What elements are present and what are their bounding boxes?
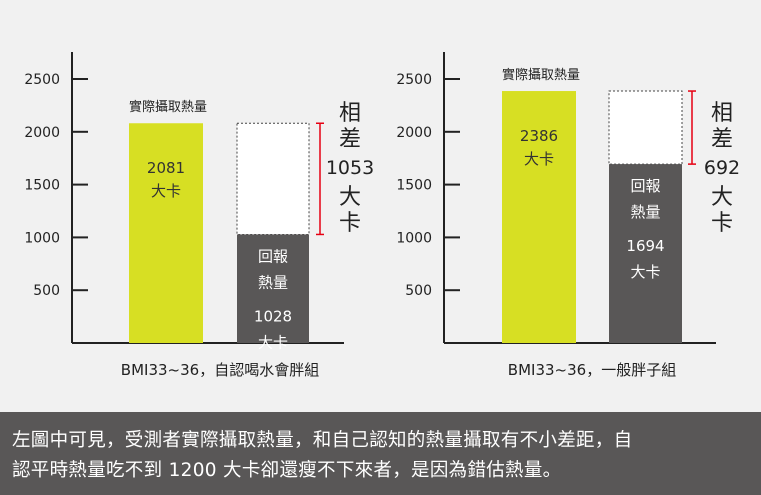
chart-2-bar-top-label: 實際攝取熱量 — [502, 67, 580, 83]
chart-1-y-tick-label: 500 — [33, 283, 60, 299]
chart-2-diff-char: 卡 — [711, 211, 733, 236]
chart-1-diff-char: 卡 — [339, 211, 361, 236]
caption-line-1: 左圖中可見，受測者實際攝取熱量，和自己認知的熱量攝取有不小差距，自 — [12, 430, 633, 451]
chart-2-y-tick-label: 2000 — [396, 125, 432, 141]
chart-2-bar-data-label: 1694 — [626, 237, 664, 255]
chart-2-bar-data-label: 2386 — [520, 127, 558, 145]
chart-2-y-tick-label: 2500 — [396, 72, 432, 88]
chart-2-bar-data-label: 大卡 — [524, 150, 554, 168]
chart-1-bar-data-label: 1028 — [254, 307, 292, 325]
chart-1-y-tick-label: 1500 — [24, 178, 60, 194]
chart-2-bar-2 — [609, 164, 682, 343]
chart-2-y-tick-label: 1000 — [396, 230, 432, 246]
chart-2-claimed-outline — [608, 90, 683, 165]
chart-2-bar-1 — [502, 91, 576, 344]
caption-panel: 左圖中可見，受測者實際攝取熱量，和自己認知的熱量攝取有不小差距，自 認平時熱量吃… — [0, 412, 761, 495]
chart-1-bar-data-label: 熱量 — [258, 273, 288, 291]
chart-area: 5001000150020002500實際攝取熱量2081大卡回報熱量1028大… — [24, 52, 740, 379]
caption-line-2: 認平時熱量吃不到 1200 大卡卻還瘦不下來者，是因為錯估熱量。 — [12, 460, 562, 481]
chart-1-diff-value: 1053 — [326, 157, 374, 179]
chart-1-bar-1 — [129, 123, 203, 343]
chart-2-diff-char: 相 — [711, 101, 733, 126]
chart-1-bar-data-label: 大卡 — [258, 333, 288, 351]
chart-2-diff-char: 大 — [711, 185, 733, 210]
chart-1-bar-2 — [237, 234, 309, 343]
chart-1-bar-data-label: 回報 — [258, 247, 288, 265]
chart-1-diff-char: 相 — [339, 101, 361, 126]
chart-2-bar-data-label: 回報 — [630, 177, 660, 195]
chart-1-diff-char: 差 — [339, 127, 361, 152]
chart-1-y-tick-label: 2500 — [24, 72, 60, 88]
chart-1-y-tick-label: 1000 — [24, 230, 60, 246]
chart-2-diff-char: 差 — [711, 127, 733, 152]
chart-2-x-axis-label: BMI33~36，一般胖子組 — [508, 361, 676, 379]
chart-1-diff-char: 大 — [339, 185, 361, 210]
chart-2-y-tick-label: 1500 — [396, 178, 432, 194]
chart-1-bar-data-label: 2081 — [147, 159, 185, 177]
chart-1-y-tick-label: 2000 — [24, 125, 60, 141]
chart-2-diff-value: 692 — [704, 157, 740, 179]
chart-2-y-tick-label: 500 — [405, 283, 432, 299]
chart-1-bar-top-label: 實際攝取熱量 — [129, 99, 207, 115]
chart-2-bar-data-label: 熱量 — [630, 203, 660, 221]
chart-2-bar-data-label: 大卡 — [630, 263, 660, 281]
chart-1-x-axis-label: BMI33~36，自認喝水會胖組 — [121, 361, 319, 379]
chart-1-bar-data-label: 大卡 — [151, 182, 181, 200]
chart-1-claimed-outline — [236, 122, 310, 235]
